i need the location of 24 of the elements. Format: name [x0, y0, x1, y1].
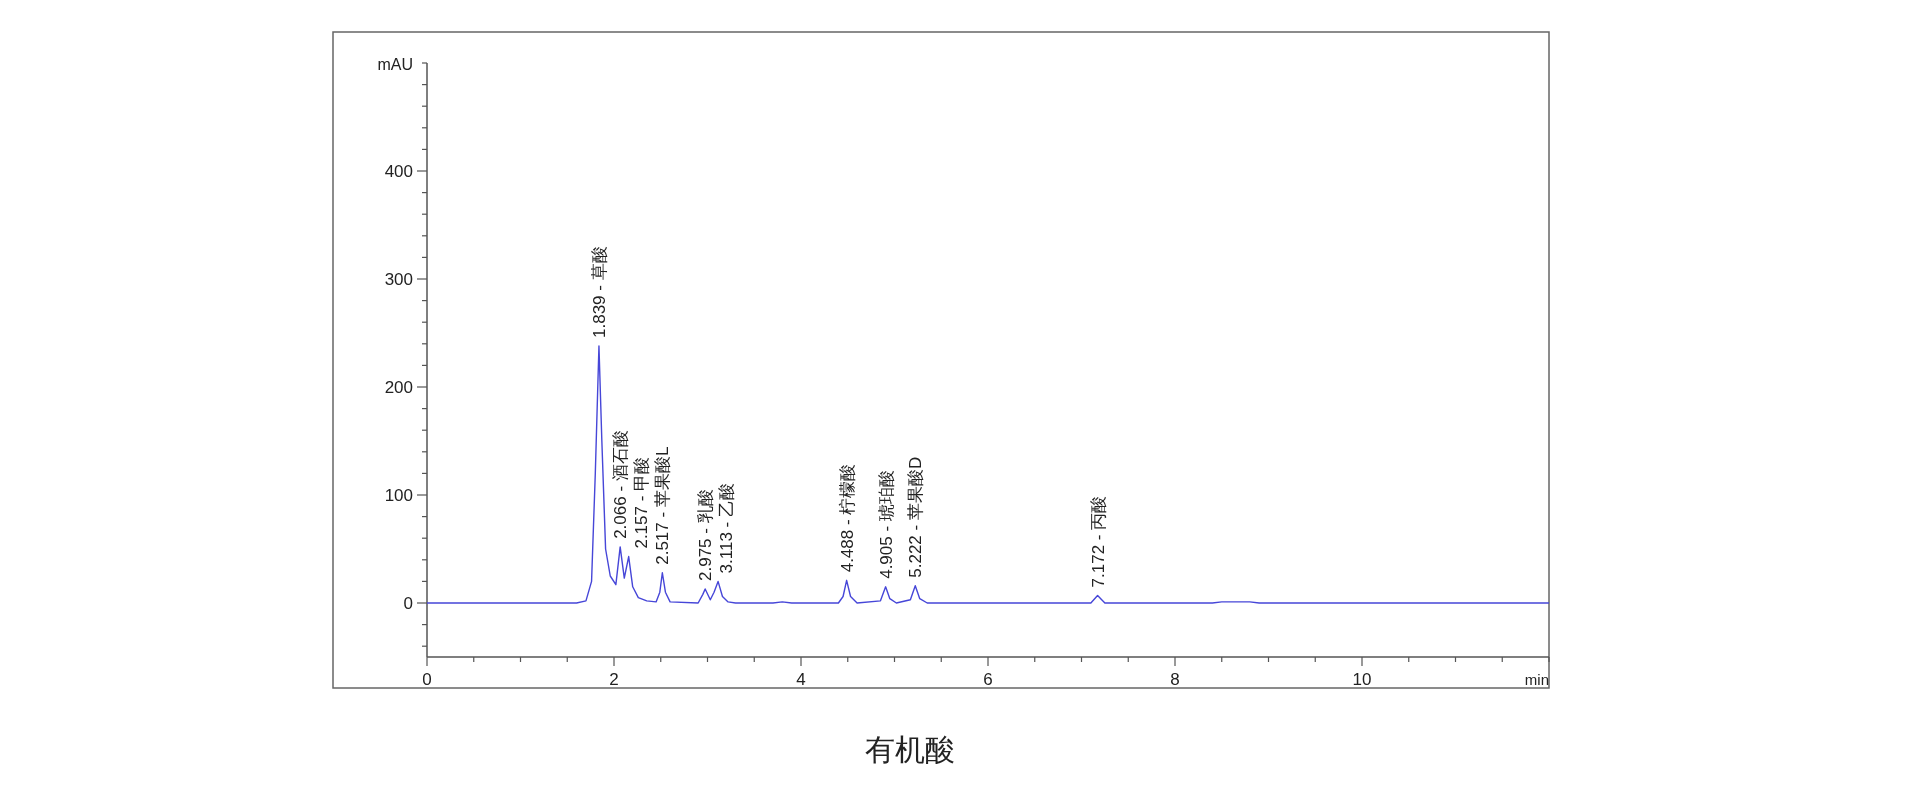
annotation: 2.157 - 甲酸	[632, 456, 652, 549]
annotation: 2.975 - 乳酸	[696, 489, 716, 581]
x-tick-label: 10	[1352, 670, 1372, 689]
annotation: 5.222 - 苹果酸D	[906, 456, 926, 578]
x-tick-label: 4	[796, 670, 806, 689]
x-tick-label: 6	[983, 670, 993, 689]
annotation: 1.839 - 草酸	[589, 246, 609, 338]
y-tick-label: 300	[384, 270, 413, 289]
annotation: 4.905 - 琥珀酸	[876, 470, 896, 579]
annotation: 2.066 - 酒石酸	[611, 430, 631, 539]
y-tick-label: 100	[384, 486, 413, 505]
y-tick-label: 200	[384, 378, 413, 397]
x-tick-label: 0	[422, 670, 432, 689]
annotation: 3.113 - 乙酸	[717, 483, 737, 574]
annotation: 4.488 - 柠檬酸	[837, 463, 857, 573]
text: 有机酸	[865, 733, 955, 766]
annotation: 2.517 - 苹果酸L	[653, 446, 673, 565]
x-tick-label: 8	[1170, 670, 1180, 689]
x-axis-title: min	[1524, 671, 1549, 688]
y-tick-label: 0	[403, 594, 413, 613]
y-axis-title: mAU	[377, 56, 413, 73]
y-tick-label: 400	[384, 162, 413, 181]
x-tick-label: 2	[609, 670, 619, 689]
annotation: 7.172 - 丙酸	[1088, 495, 1108, 588]
